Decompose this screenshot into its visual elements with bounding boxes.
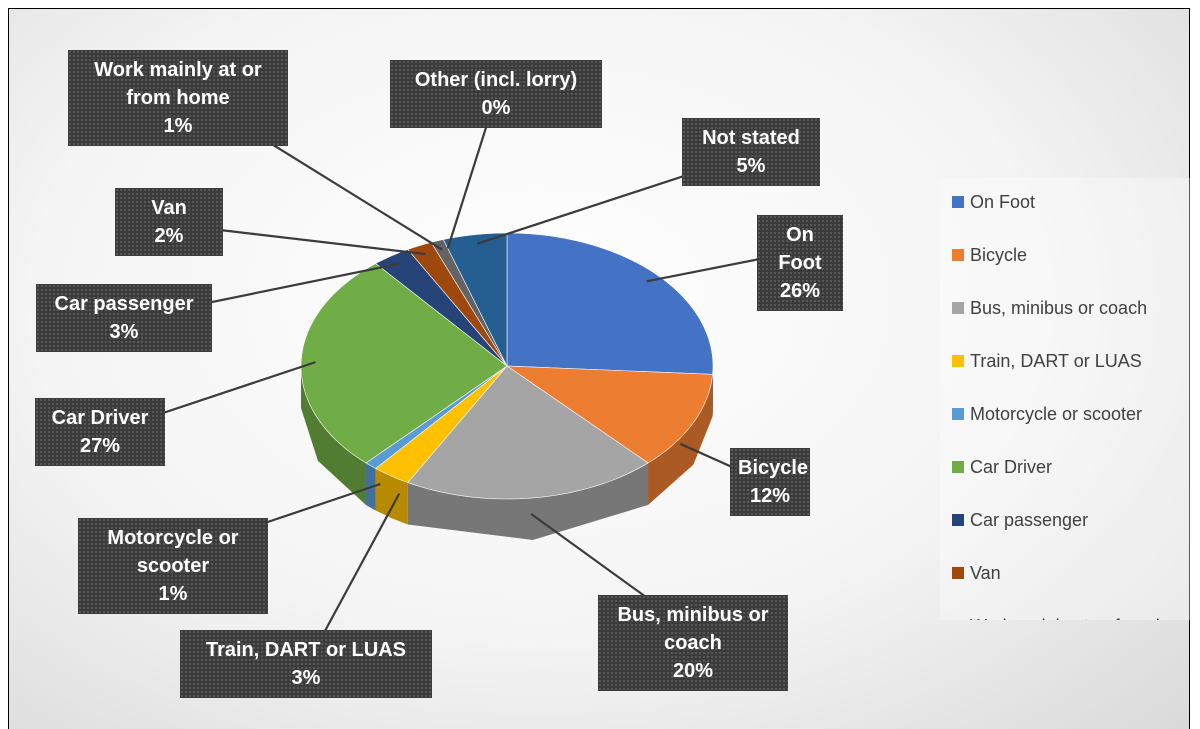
slice: [375, 365, 508, 483]
slice: [407, 365, 649, 500]
legend-label: Van: [970, 563, 1001, 583]
legend-item: On Foot: [952, 192, 1035, 213]
legend-swatch: [952, 196, 964, 208]
legend-item: Motorcycle or scooter: [952, 404, 1142, 425]
data-label: Motorcycle or scooter 1%: [78, 518, 268, 614]
legend-item: Train, DART or LUAS: [952, 351, 1142, 372]
slice: [375, 249, 508, 367]
data-label: Car Driver 27%: [35, 398, 165, 466]
data-label: Car passenger 3%: [36, 284, 212, 352]
legend-swatch: [952, 567, 964, 579]
label-category: Car passenger: [54, 293, 194, 315]
slice: [442, 232, 508, 367]
label-category: Other (incl. lorry): [414, 69, 578, 91]
legend-label: On Foot: [970, 192, 1036, 212]
label-value: 27%: [79, 435, 121, 457]
label-value: 5%: [736, 155, 766, 177]
data-label: Bicycle 12%: [730, 448, 810, 516]
label-category: Not stated: [702, 127, 800, 149]
data-label: Train, DART or LUAS 3%: [180, 630, 432, 698]
data-label: Other (incl. lorry) 0%: [390, 60, 602, 128]
legend-item: Car Driver: [952, 457, 1052, 478]
slice: [300, 263, 508, 464]
legend-swatch: [952, 461, 964, 473]
label-value: 3%: [291, 667, 321, 689]
legend-swatch: [952, 408, 964, 420]
label-category: Bus, minibus or coach: [617, 604, 769, 654]
legend-label: Train, DART or LUAS: [970, 351, 1142, 371]
slice-side: [648, 374, 713, 505]
legend-label: Car passenger: [970, 510, 1089, 530]
data-label: Work mainly at or from home 1%: [68, 50, 288, 146]
label-value: 12%: [749, 485, 791, 507]
label-category: Train, DART or LUAS: [205, 639, 406, 661]
label-value: 20%: [672, 660, 714, 682]
data-label: Van 2%: [115, 188, 223, 256]
legend-label: Bus, minibus or coach: [970, 298, 1148, 318]
slice-side: [301, 366, 366, 505]
label-value: 1%: [158, 583, 188, 605]
legend: On Foot Bicycle Bus, minibus or coach Train…: [940, 178, 1190, 620]
legend-item: Car passenger: [952, 510, 1088, 531]
legend-label: Work mainly at or from home: [970, 616, 1190, 620]
label-category: Van: [151, 197, 187, 219]
label-value: 26%: [779, 280, 821, 302]
label-value: 1%: [163, 115, 193, 137]
legend-swatch: [952, 514, 964, 526]
data-label: Bus, minibus or coach 20%: [598, 595, 788, 691]
legend-item: Work mainly at or from home: [952, 616, 1190, 620]
legend-label: Motorcycle or scooter: [970, 404, 1143, 424]
label-category: Bicycle: [738, 457, 809, 479]
legend-item: Bus, minibus or coach: [952, 298, 1147, 319]
label-value: 0%: [481, 97, 511, 119]
slice: [505, 365, 713, 464]
legend-label: Bicycle: [970, 245, 1028, 265]
label-category: Motorcycle or scooter: [107, 527, 239, 577]
legend-item: Van: [952, 563, 1001, 584]
label-value: 2%: [154, 225, 184, 247]
label-value: 3%: [109, 321, 139, 343]
label-category: On Foot: [778, 224, 822, 274]
legend-swatch: [952, 355, 964, 367]
label-category: Work mainly at or from home: [94, 59, 262, 109]
slice-side: [407, 462, 649, 540]
data-label: Not stated 5%: [682, 118, 820, 186]
data-label: On Foot 26%: [757, 215, 843, 311]
slice-side: [375, 468, 408, 525]
legend-swatch: [952, 302, 964, 314]
legend-item: Bicycle: [952, 245, 1027, 266]
legend-swatch: [952, 249, 964, 261]
slice: [506, 232, 714, 375]
label-category: Car Driver: [51, 407, 149, 429]
legend-label: Car Driver: [970, 457, 1053, 477]
